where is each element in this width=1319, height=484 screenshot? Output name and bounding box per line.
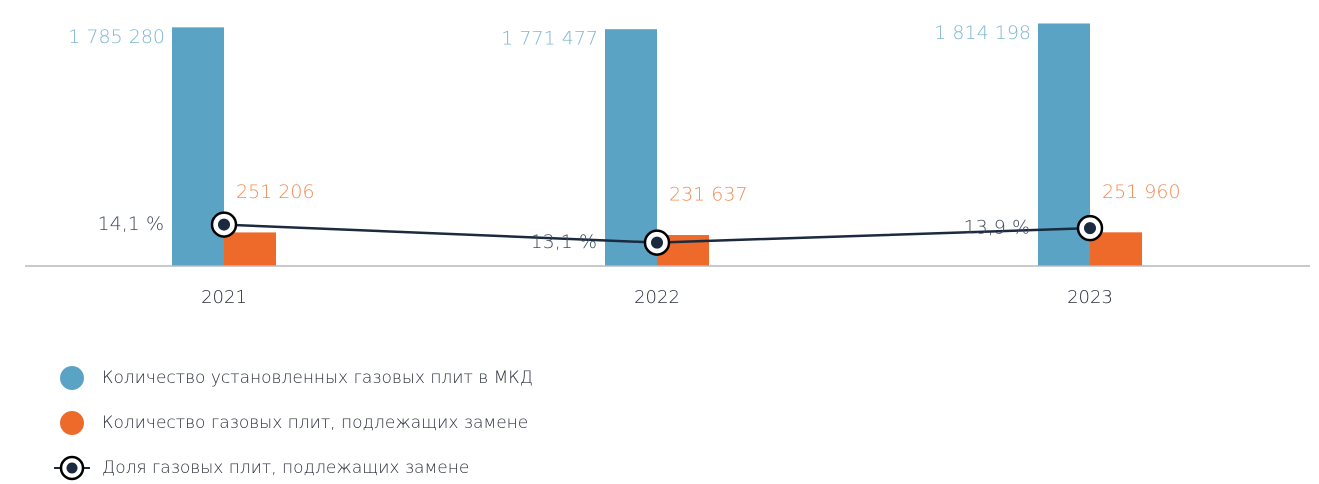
value-label: 1 814 198 [934, 22, 1031, 44]
value-label: 13,9 % [964, 217, 1030, 239]
legend-marker [60, 411, 84, 435]
legend-label: Доля газовых плит, подлежащих замене [102, 458, 469, 478]
value-label: 231 637 [669, 184, 748, 206]
line-marker-dot [1084, 222, 1096, 235]
legend-marker-dot [66, 462, 78, 474]
value-label: 251 960 [1102, 181, 1181, 203]
value-label: 1 771 477 [501, 28, 598, 50]
bar [605, 29, 657, 267]
value-label: 13,1 % [531, 231, 597, 253]
value-label: 14,1 % [98, 213, 164, 235]
line-marker-dot [651, 236, 663, 249]
legend-marker [60, 366, 84, 390]
legend-label: Количество установленных газовых плит в … [102, 368, 533, 388]
legend-label: Количество газовых плит, подлежащих заме… [102, 413, 528, 433]
value-label: 251 206 [236, 181, 315, 203]
x-tick-label: 2023 [1067, 287, 1113, 308]
value-label: 1 785 280 [68, 26, 165, 48]
line-marker-dot [218, 218, 230, 231]
bar [224, 232, 276, 266]
x-tick-label: 2022 [634, 287, 680, 308]
x-tick-label: 2021 [201, 287, 247, 308]
